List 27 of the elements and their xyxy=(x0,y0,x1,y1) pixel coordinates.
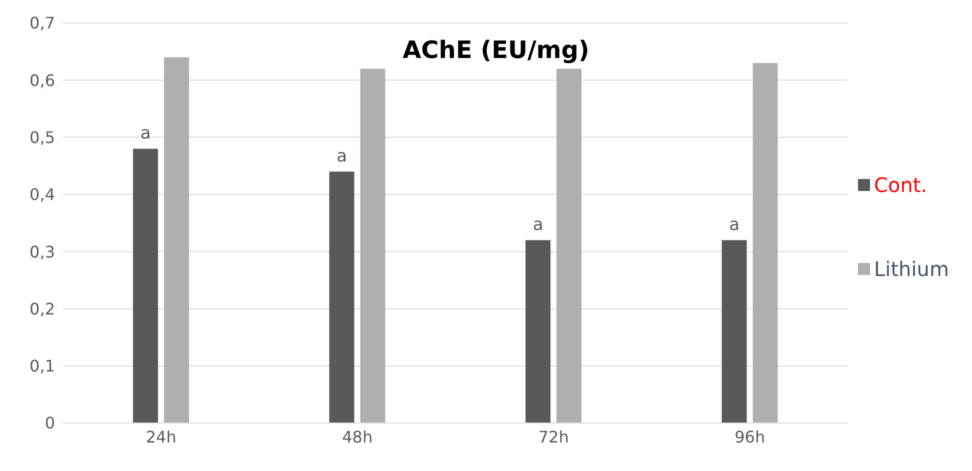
bar xyxy=(752,63,778,423)
x-tick-label: 24h xyxy=(146,427,176,446)
x-tick-label: 48h xyxy=(342,427,373,446)
bar xyxy=(526,240,550,423)
y-tick-label: 0,2 xyxy=(30,299,55,318)
annotation: a xyxy=(532,215,544,236)
y-tick-label: 0,6 xyxy=(30,70,55,90)
annotation: a xyxy=(336,146,348,167)
bar xyxy=(164,57,189,423)
x-tick-label: 96h xyxy=(734,427,766,446)
y-tick-label: 0,5 xyxy=(30,128,55,147)
annotation: a xyxy=(729,215,740,236)
y-tick-label: 0 xyxy=(44,414,55,433)
bar xyxy=(133,148,158,423)
legend-label: Cont. xyxy=(874,173,928,197)
legend-label: Lithium xyxy=(874,257,949,281)
bar xyxy=(722,240,747,423)
x-tick-label: 72h xyxy=(538,427,569,446)
y-tick-label: 0,1 xyxy=(30,356,55,376)
bar xyxy=(329,172,354,423)
annotation: a xyxy=(140,124,151,144)
y-tick-label: 0,4 xyxy=(30,185,55,204)
bar xyxy=(360,68,386,423)
y-tick-label: 0,7 xyxy=(30,14,55,33)
text: AChE (EU/mg) xyxy=(402,36,590,64)
y-tick-label: 0,3 xyxy=(30,242,55,262)
bar xyxy=(556,68,582,423)
